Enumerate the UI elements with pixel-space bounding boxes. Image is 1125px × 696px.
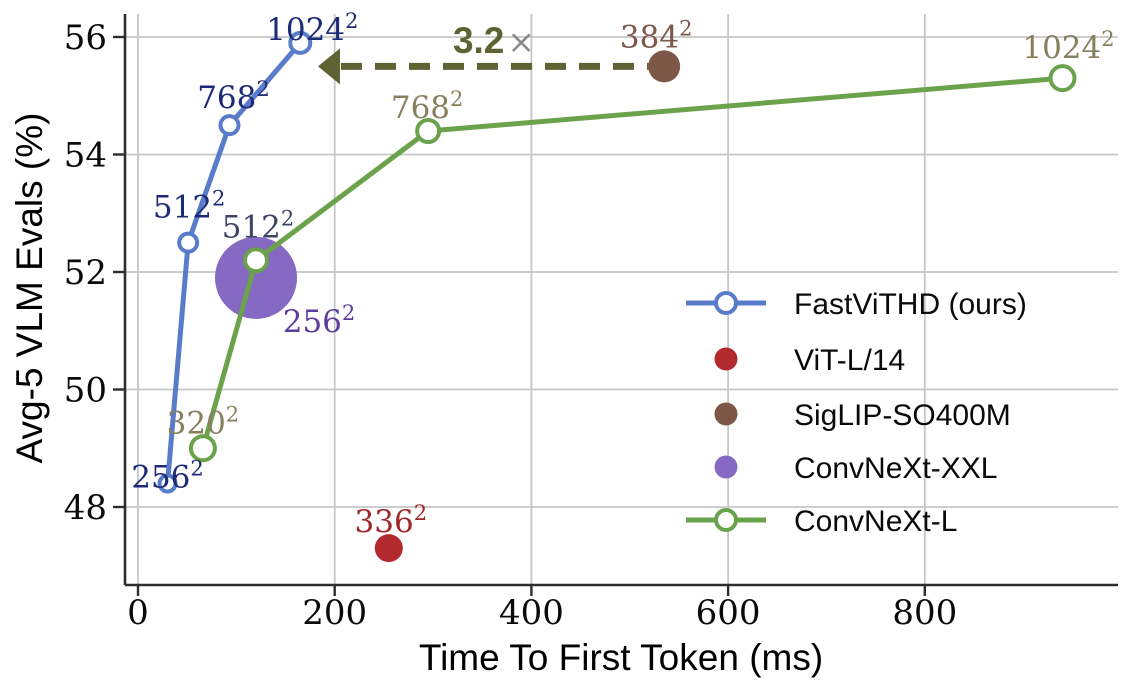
legend-item-ConvNeXt-XXL: ConvNeXt-XXL (714, 452, 997, 485)
legend-item-ConvNeXt-L: ConvNeXt-L (686, 505, 957, 538)
legend-item-FastViTHD (ours): FastViTHD (ours) (686, 288, 1027, 321)
speedup-label: 3.2× (453, 20, 535, 61)
legend-label: ConvNeXt-L (794, 505, 957, 538)
y-tick-label-56: 56 (64, 18, 107, 58)
x-tick-label-200: 200 (302, 593, 367, 633)
y-tick-label-54: 54 (64, 136, 107, 176)
marker-ConvNeXt-L-320 (188, 434, 217, 463)
y-axis-title: Avg-5 VLM Evals (%) (9, 112, 50, 464)
y-tick-label-48: 48 (64, 488, 107, 528)
marker-FastViTHD (ours)-768 (218, 114, 241, 137)
series-line-FastViTHD (ours) (165, 40, 303, 486)
x-axis-title: Time To First Token (ms) (418, 637, 824, 678)
point-label-ViT-L/14-336: 3362 (355, 501, 428, 540)
marker-FastViTHD (ours)-512 (177, 231, 200, 254)
point-label-FastViTHD (ours)-512: 5122 (153, 187, 226, 226)
series-line-ConvNeXt-L (200, 75, 1065, 451)
point-label-FastViTHD (ours)-1024: 10242 (266, 9, 358, 48)
point-label-FastViTHD (ours)-256: 2562 (131, 457, 204, 496)
x-tick-label-400: 400 (499, 593, 564, 633)
point-label-ConvNeXt-L-320: 3202 (167, 402, 240, 441)
point-label-FastViTHD (ours)-768: 7682 (197, 77, 270, 116)
marker-FastViTHD (ours)-256 (157, 473, 178, 494)
legend-marker (714, 291, 738, 315)
y-tick-label-52: 52 (64, 253, 107, 293)
speedup-arrowhead (317, 48, 340, 85)
legend-label: ConvNeXt-XXL (794, 452, 997, 485)
legend-marker (714, 508, 738, 532)
x-tick-label-800: 800 (892, 593, 957, 633)
point-label-ConvNeXt-L-1024: 10242 (1022, 27, 1114, 66)
x-tick-label-0: 0 (127, 593, 149, 633)
legend-marker (714, 455, 738, 479)
marker-ConvNeXt-L-512 (243, 247, 270, 274)
legend-label: SigLIP-SO400M (794, 399, 1011, 432)
marker-ConvNeXt-L-1024 (1048, 64, 1077, 93)
y-tick-label-50: 50 (64, 371, 107, 411)
point-label-ConvNeXt-L-768: 7682 (391, 87, 464, 126)
legend-marker (714, 402, 738, 426)
point-label-SigLIP-SO400M-384: 3842 (620, 16, 693, 55)
legend-marker (714, 347, 738, 371)
legend-item-ViT-L/14: ViT-L/14 (714, 344, 905, 377)
bubble-ConvNeXt-XXL (215, 236, 298, 319)
legend-item-SigLIP-SO400M: SigLIP-SO400M (714, 399, 1011, 432)
legend-label: ViT-L/14 (794, 344, 905, 377)
marker-SigLIP-SO400M-384 (648, 50, 681, 83)
x-tick-label-600: 600 (696, 593, 761, 633)
marker-FastViTHD (ours)-1024 (288, 30, 313, 55)
marker-ConvNeXt-L-768 (415, 118, 442, 144)
point-label-ConvNeXt-XXL-256: 2562 (283, 301, 356, 340)
legend-label: FastViTHD (ours) (794, 288, 1027, 321)
marker-ViT-L/14-336 (374, 534, 403, 563)
